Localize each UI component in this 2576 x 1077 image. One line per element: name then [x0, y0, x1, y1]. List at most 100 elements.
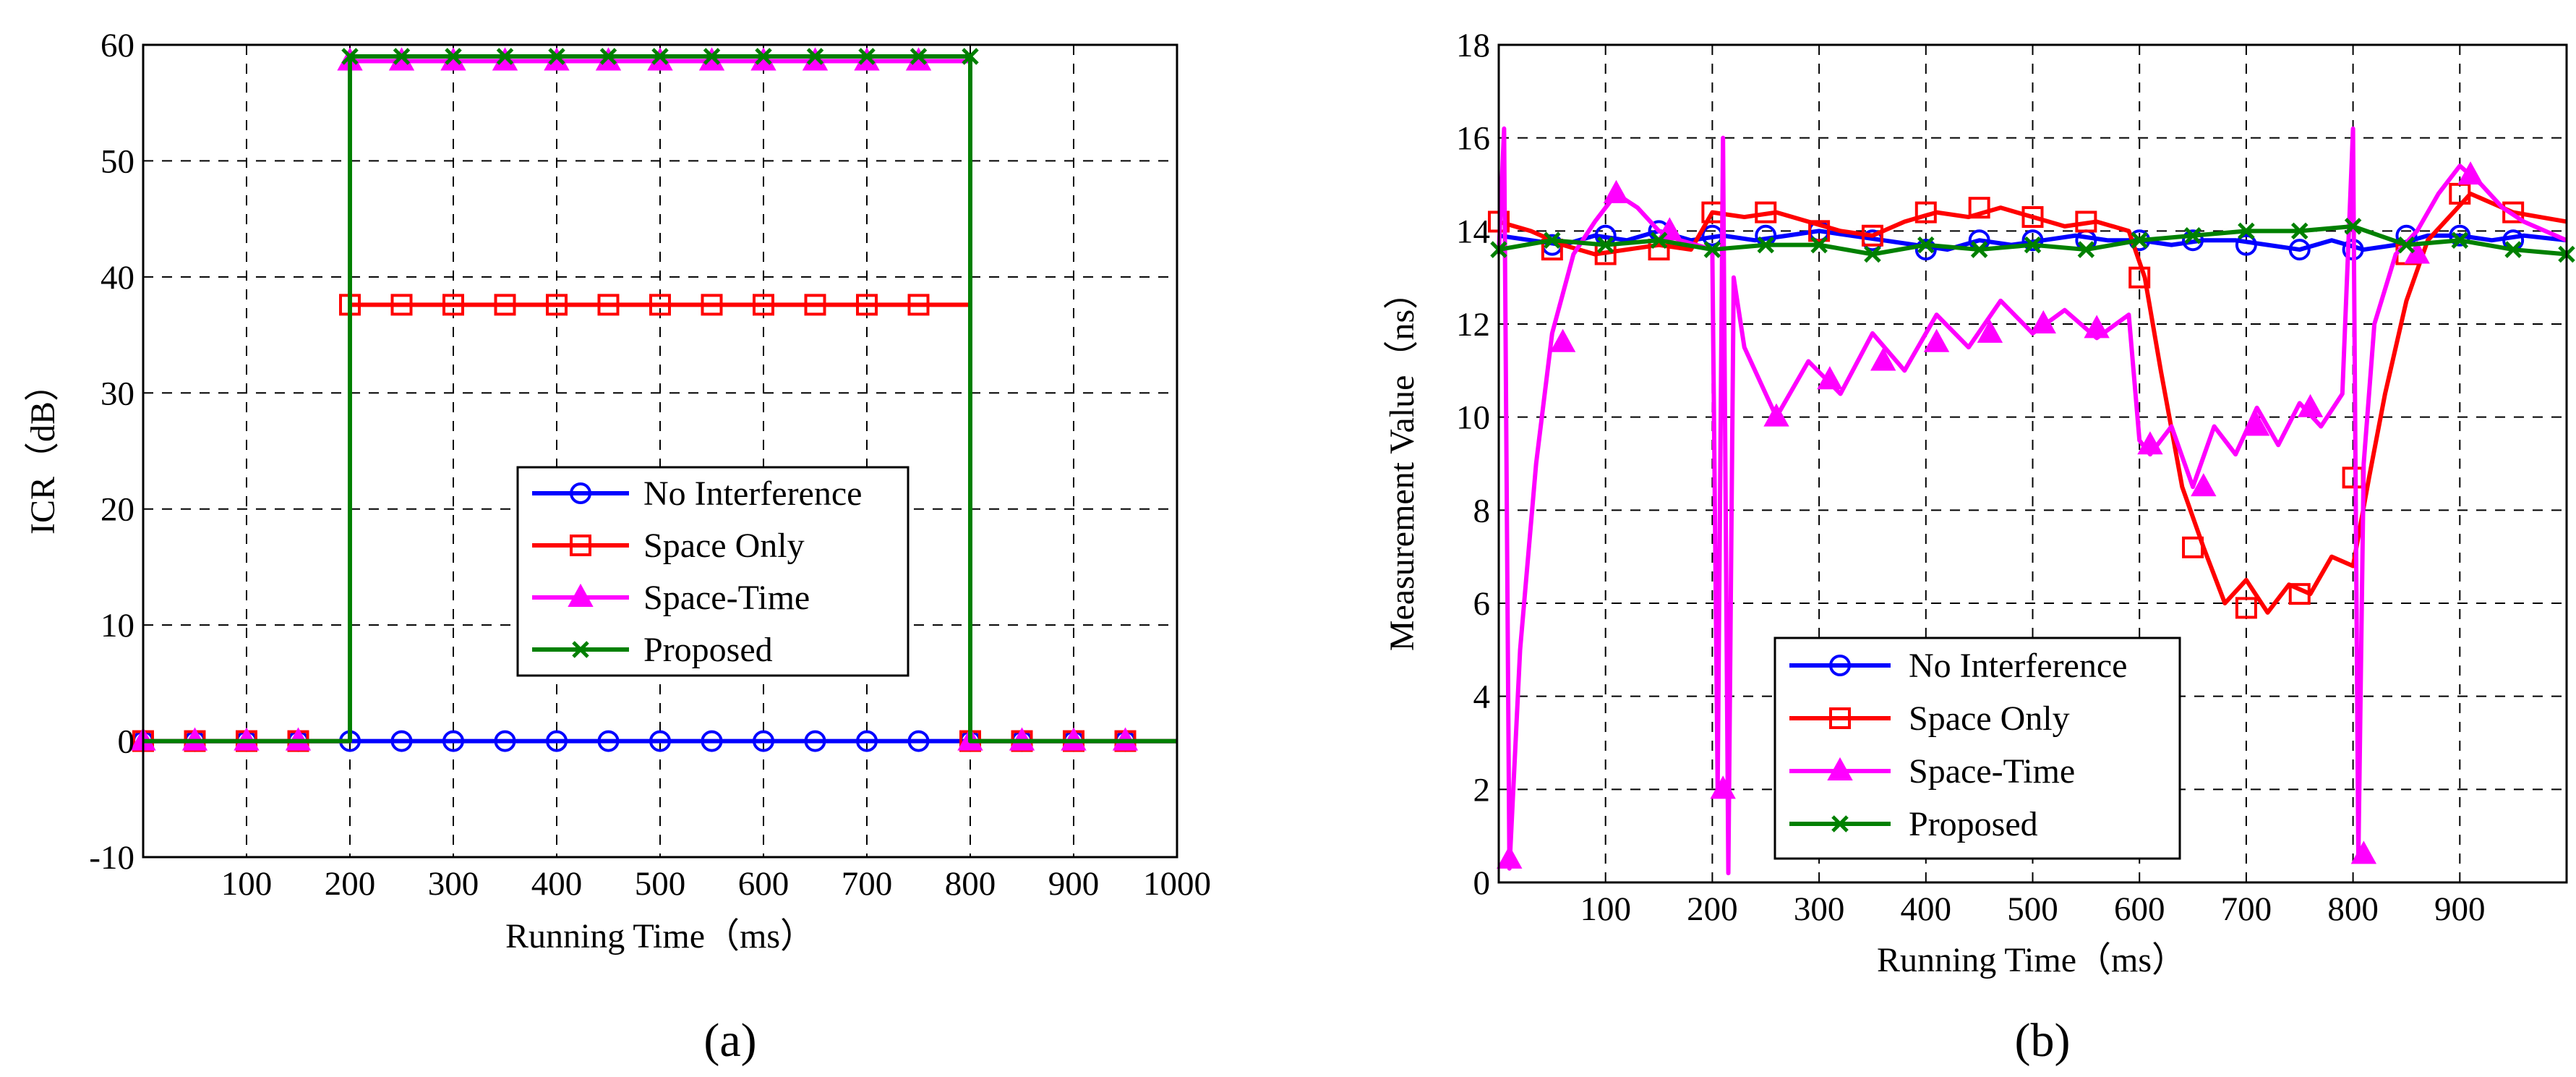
chart-a-xtick-label: 300 — [428, 865, 479, 903]
caption-b: (b) — [2015, 1014, 2071, 1067]
chart-a-point-space_only — [597, 294, 620, 316]
chart-b-point-proposed — [2451, 231, 2469, 249]
chart-b-xtick-label: 600 — [2114, 890, 2165, 928]
chart-b-ytick-label: 10 — [1456, 399, 1490, 437]
chart-b-point-space_time — [1710, 775, 1736, 799]
chart-a-ytick-label: 20 — [100, 491, 134, 529]
chart-b-xtick-label: 200 — [1687, 890, 1738, 928]
chart-b-point-space_time — [1549, 328, 1576, 352]
chart-b-point-space_time — [2457, 161, 2483, 185]
chart-a-xtick-label: 500 — [635, 865, 686, 903]
chart-b-ytick-label: 16 — [1456, 120, 1490, 158]
chart-b-point-space_only — [2235, 597, 2257, 619]
chart-a-point-proposed — [806, 48, 824, 65]
chart-b-point-space_only — [2182, 536, 2204, 558]
chart-a-xtick-label: 400 — [531, 865, 583, 903]
chart-b-point-space_time — [1763, 403, 1789, 427]
chart-b-point-space_only — [2288, 583, 2311, 605]
chart-a-xlabel: Running Time（ms） — [505, 917, 815, 955]
chart-a-legend-label-space_only: Space Only — [643, 527, 805, 565]
chart-a-ytick-label: -10 — [89, 839, 134, 877]
chart-a: 100 200 300 400 500 600 700 800 900 1000 -10 0 10 20 3… — [24, 27, 1211, 1067]
chart-b-xtick-label: 300 — [1794, 890, 1845, 928]
chart-b-point-proposed — [1810, 236, 1828, 254]
caption-a: (a) — [703, 1014, 756, 1067]
chart-b-legend-label-proposed: Proposed — [1909, 805, 2038, 843]
chart-b-point-proposed — [1544, 231, 1561, 249]
chart-a-point-proposed — [910, 48, 928, 65]
chart-b-point-space_time — [2297, 393, 2324, 417]
chart-a-legend-marker-space_time — [568, 583, 594, 607]
chart-b-ylabel: Measurement Value（ns） — [1383, 275, 1421, 651]
chart-b-point-proposed — [2397, 236, 2415, 254]
chart-b-point-space_only — [2021, 206, 2044, 229]
chart-b-xlabel: Running Time（ms） — [1877, 941, 2186, 979]
chart-b-ytick-label: 12 — [1456, 306, 1490, 344]
chart-a-ytick-label: 0 — [118, 723, 135, 761]
chart-a-point-proposed — [393, 48, 411, 65]
chart-a-point-no_interference — [804, 730, 826, 752]
chart-b-point-space_only — [1861, 224, 1883, 247]
chart-a-series — [130, 47, 1177, 752]
chart-a-point-no_interference — [856, 730, 878, 752]
chart-b-point-proposed — [2344, 218, 2362, 235]
chart-a-legend-marker-space_only — [570, 535, 591, 556]
chart-b-point-space_only — [1808, 220, 1831, 242]
chart-a-point-no_interference — [649, 730, 671, 752]
chart-b-point-space_time — [1923, 328, 1950, 352]
chart-b-xtick-label: 500 — [2007, 890, 2058, 928]
chart-b-point-proposed — [1917, 236, 1935, 254]
chart-b-point-proposed — [2290, 222, 2308, 240]
chart-b-point-space_only — [1968, 197, 1990, 219]
chart-b-legend-marker-proposed — [1831, 815, 1849, 833]
chart-a-point-space_only — [804, 294, 826, 316]
chart-a-point-no_interference — [753, 730, 774, 752]
chart-a-point-proposed — [962, 48, 979, 65]
chart-b-xtick-label: 900 — [2434, 890, 2486, 928]
chart-a-point-proposed — [341, 48, 359, 65]
chart-b-point-space_time — [2404, 240, 2430, 264]
chart-b-legend-marker-space_time — [1827, 757, 1853, 780]
chart-b-point-proposed — [2131, 231, 2148, 249]
chart-b-legend-label-space_only: Space Only — [1909, 699, 2070, 738]
chart-a-legend-label-no_interference: No Interference — [643, 474, 862, 513]
chart-b-point-no_interference — [2182, 229, 2204, 252]
chart-a-point-space_only — [701, 294, 723, 316]
chart-b-point-space_only — [1914, 201, 1937, 224]
chart-b-point-space_only — [2128, 266, 2151, 289]
chart-b-ytick-label: 2 — [1473, 771, 1491, 809]
chart-a-xtick-label: 200 — [325, 865, 376, 903]
chart-a-ytick-label: 10 — [100, 607, 134, 644]
chart-a-point-space_only — [907, 294, 930, 316]
chart-a-point-space_only — [390, 294, 413, 316]
chart-b-xtick-label: 700 — [2221, 890, 2272, 928]
chart-a-ticks: 100 200 300 400 500 600 700 800 900 1000 -10 0 10 20 3… — [89, 27, 1211, 903]
chart-b-point-no_interference — [2449, 224, 2471, 247]
chart-b-ytick-label: 18 — [1456, 27, 1490, 64]
chart-a-legend: No Interference Space Only Space-Time Propo… — [516, 466, 910, 677]
chart-b-legend-label-space_time: Space-Time — [1909, 752, 2075, 791]
chart-a-point-proposed — [599, 48, 617, 65]
chart-b-point-no_interference — [2288, 239, 2311, 261]
chart-b-point-space_time — [1870, 347, 1896, 371]
chart-b-xtick-label: 800 — [2327, 890, 2379, 928]
chart-b-legend-marker-no_interference — [1829, 655, 1851, 676]
chart-b-point-space_only — [2075, 210, 2097, 233]
chart-a-point-proposed — [858, 48, 876, 65]
chart-a-point-space_only — [546, 294, 568, 316]
chart-b-point-space_time — [1497, 845, 1523, 869]
chart-b-ticks: 100 200 300 400 500 600 700 800 900 0 2 4 6 8 10 12 14 16… — [1456, 27, 2486, 928]
chart-a-legend-marker-proposed — [572, 641, 589, 658]
chart-b-point-space_time — [2084, 315, 2110, 339]
chart-a-point-no_interference — [442, 730, 464, 752]
chart-b-point-space_time — [2030, 310, 2056, 333]
chart-b-ytick-label: 4 — [1473, 678, 1491, 716]
chart-b-frame — [1497, 43, 2568, 884]
chart-b-point-no_interference — [2235, 234, 2257, 256]
chart-b-legend-label-no_interference: No Interference — [1909, 647, 2127, 685]
chart-b-point-no_interference — [2021, 229, 2044, 252]
chart-b-legend: No Interference Space Only Space-Time Propo… — [1773, 637, 2181, 860]
chart-a-legend-label-proposed: Proposed — [643, 631, 773, 669]
chart-b-point-space_time — [2137, 431, 2163, 455]
chart-a-frame — [142, 43, 1178, 859]
